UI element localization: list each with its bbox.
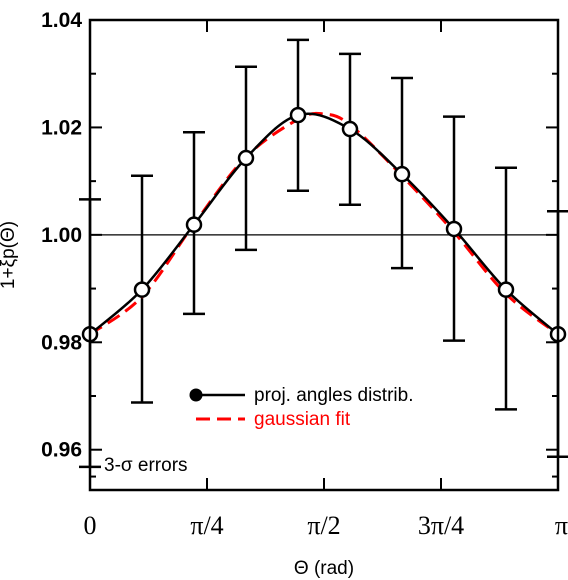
y-tick-label: 0.96: [41, 439, 82, 462]
plot-frame: [88, 18, 560, 492]
y-tick-label: 1.02: [41, 116, 82, 139]
legend-label-fit: gaussian fit: [254, 409, 351, 430]
data-point: [185, 216, 203, 233]
data-point: [341, 120, 359, 138]
data-point-markers: [81, 106, 567, 343]
data-point: [393, 165, 411, 183]
legend: proj. angles distrib. gaussian fit: [189, 385, 413, 430]
data-point: [133, 281, 151, 298]
x-tick-label: 0: [84, 511, 97, 540]
projected-angles-line: [89, 112, 559, 336]
y-axis-tick-labels: 0.96 0.98 1.00 1.02 1.04: [41, 9, 82, 462]
y-tick-label: 1.04: [41, 9, 82, 32]
x-axis-tick-labels: 0 π/4 π/2 3π/4 π: [84, 511, 568, 540]
y-axis-label: 1+ξp(Θ): [0, 221, 19, 289]
x-axis-label: Θ (rad): [294, 558, 354, 579]
gaussian-fit-line: [89, 111, 559, 336]
legend-marker-black: [189, 388, 203, 402]
x-tick-label: π/2: [307, 511, 340, 540]
legend-label-data: proj. angles distrib.: [254, 385, 413, 406]
data-point: [497, 281, 515, 298]
y-tick-label: 1.00: [41, 224, 82, 247]
errors-annotation: 3-σ errors: [104, 455, 188, 476]
data-point: [289, 106, 307, 124]
data-point: [445, 220, 463, 238]
y-tick-label: 0.98: [41, 331, 82, 354]
x-tick-label: π: [555, 511, 568, 540]
x-tick-label: 3π/4: [418, 511, 464, 540]
x-tick-label: π/4: [190, 511, 223, 540]
data-point: [237, 149, 255, 167]
